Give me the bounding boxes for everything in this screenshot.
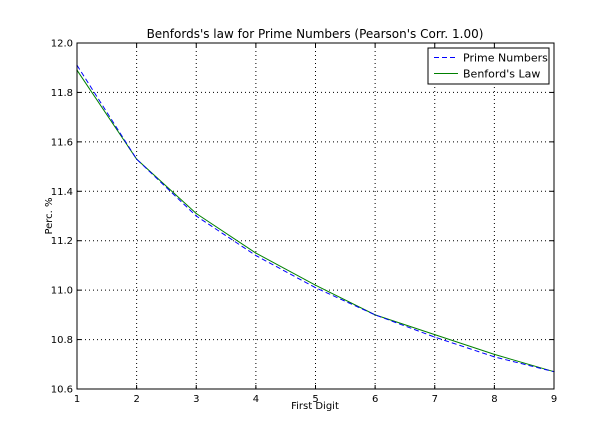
x-tick-label: 5 xyxy=(312,394,318,405)
series-point-benford-s-law xyxy=(493,353,495,355)
series-layer xyxy=(76,64,555,373)
series-point-prime-numbers xyxy=(374,314,376,316)
series-point-benford-s-law xyxy=(255,252,257,254)
x-tick-label: 1 xyxy=(74,394,80,405)
series-point-benford-s-law xyxy=(195,212,197,215)
y-tick-label: 11.6 xyxy=(51,137,73,148)
y-tick-label: 11.2 xyxy=(51,236,73,247)
legend-label-benfords-law: Benford's Law xyxy=(463,68,540,81)
series-point-prime-numbers xyxy=(434,336,436,338)
y-tick-label: 10.6 xyxy=(51,385,73,396)
y-axis-label: Perc. % xyxy=(44,197,55,234)
tick-layer: 1 2 3 4 5 6 7 8 9 10.6 10.8 11.0 11.2 11.4 11.6 11.8 12.… xyxy=(51,39,557,406)
x-tick-label: 4 xyxy=(253,394,259,405)
series-point-prime-numbers xyxy=(255,254,257,257)
y-tick-label: 11.4 xyxy=(51,187,73,198)
legend-label-prime-numbers: Prime Numbers xyxy=(463,52,548,65)
x-tick-label: 3 xyxy=(193,394,199,405)
series-point-prime-numbers xyxy=(493,356,495,358)
y-tick-label: 10.8 xyxy=(51,335,73,346)
series-point-benford-s-law xyxy=(434,334,436,336)
legend: Prime Numbers Benford's Law xyxy=(427,47,550,85)
x-tick-label: 7 xyxy=(432,394,438,405)
y-tick-label: 11.0 xyxy=(51,286,73,297)
series-point-prime-numbers xyxy=(195,215,197,217)
x-tick-label: 9 xyxy=(551,394,557,405)
series-point-benford-s-law xyxy=(314,284,317,286)
y-tick-label: 11.8 xyxy=(51,88,73,99)
grid xyxy=(77,43,554,389)
x-tick-label: 8 xyxy=(491,394,497,405)
x-tick-label: 6 xyxy=(372,394,378,405)
x-axis-label: First Digit xyxy=(291,401,339,412)
y-tick-label: 12.0 xyxy=(51,39,73,50)
x-tick-label: 2 xyxy=(133,394,139,405)
series-point-prime-numbers xyxy=(314,287,317,289)
legend-box xyxy=(427,47,550,85)
chart-title: Benfords's law for Prime Numbers (Pearso… xyxy=(147,27,484,41)
series-point-prime-numbers xyxy=(136,158,138,160)
